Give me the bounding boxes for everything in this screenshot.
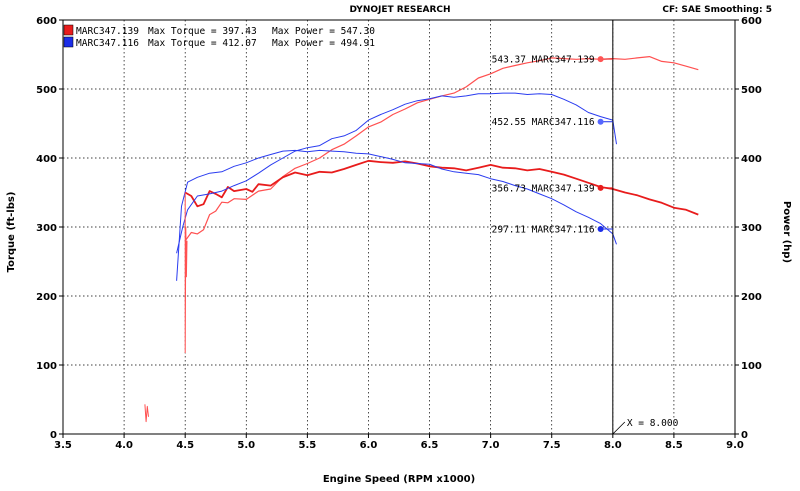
y-tick-label-left: 100 [36,361,57,372]
legend-run: MARC347.116 [76,38,139,49]
series-line [144,404,149,423]
readout-label: 356.73 MARC347.139 [492,183,595,194]
y-tick-label-right: 500 [741,85,762,96]
series-layer [144,55,699,423]
series-line [176,92,617,254]
y-tick-label-right: 100 [741,361,762,372]
readout-marker [597,56,604,63]
y-tick-label-right: 200 [741,292,762,303]
x-tick-label: 7.5 [543,440,561,451]
x-tick-label: 4.5 [176,440,194,451]
series-line [184,55,699,242]
cursor-leader [612,421,626,435]
y-tick-label-left: 300 [36,223,57,234]
series-line [184,192,188,354]
legend-layer: MARC347.139 Max Torque = 397.43 Max Power … [63,24,375,49]
readout-marker [597,225,604,232]
series-line [176,149,617,281]
x-tick-label: 3.5 [54,440,72,451]
x-tick-label: 4.0 [115,440,133,451]
legend-power: Max Power = 494.91 [272,38,375,49]
legend-swatch [63,24,74,36]
legend-power: Max Power = 547.30 [272,26,375,37]
cursor-layer: X = 8.000 543.37 MARC347.139 452.55 MARC34… [492,20,679,435]
x-tick-label: 6.0 [360,440,378,451]
x-axis-label: Engine Speed (RPM x1000) [323,474,475,485]
y-tick-label-left: 0 [50,430,57,441]
y-tick-label-right: 600 [741,16,762,27]
readout-label: 297.11 MARC347.116 [492,224,595,235]
ticks-layer: 3.5 4.0 4.5 5.0 5.5 6.0 6.5 7.0 7.5 8.0 8.5 9.00 010… [36,16,762,451]
y-tick-label-right: 0 [741,430,748,441]
legend-swatch [63,36,74,48]
y-tick-label-right: 300 [741,223,762,234]
x-tick-label: 8.0 [604,440,622,451]
x-tick-label: 9.0 [726,440,744,451]
y-tick-label-left: 200 [36,292,57,303]
readout-label: 452.55 MARC347.116 [492,117,595,128]
y-tick-label-right: 400 [741,154,762,165]
readout-label: 543.37 MARC347.139 [492,55,595,66]
y-axis-label-left: Torque (ft-lbs) [6,192,17,273]
y-tick-label-left: 400 [36,154,57,165]
x-tick-label: 5.5 [299,440,317,451]
y-tick-label-left: 500 [36,85,57,96]
x-tick-label: 7.0 [482,440,500,451]
chart-title: DYNOJET RESEARCH [349,5,450,15]
y-tick-label-left: 600 [36,16,57,27]
x-tick-label: 8.5 [665,440,683,451]
chart-info: CF: SAE Smoothing: 5 [662,5,772,15]
x-tick-label: 5.0 [237,440,255,451]
readout-marker [597,118,604,125]
legend-torque: Max Torque = 412.07 [148,38,257,49]
cursor-label: X = 8.000 [627,418,679,429]
legend-torque: Max Torque = 397.43 [148,26,257,37]
grid-layer [63,20,735,434]
readout-marker [597,184,604,191]
y-axis-label-right: Power (hp) [781,201,792,263]
legend-run: MARC347.139 [76,26,139,37]
x-tick-label: 6.5 [421,440,439,451]
